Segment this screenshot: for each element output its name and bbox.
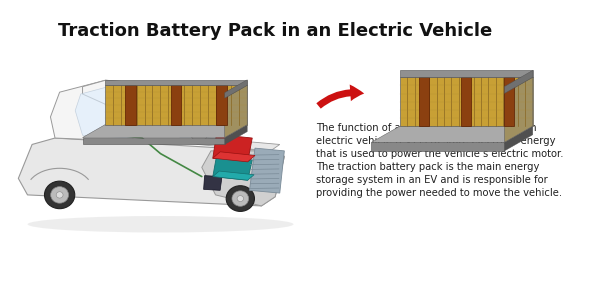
Polygon shape — [225, 80, 247, 98]
FancyArrowPatch shape — [316, 85, 364, 109]
Polygon shape — [250, 148, 284, 193]
Polygon shape — [105, 85, 247, 125]
Polygon shape — [504, 77, 514, 126]
Ellipse shape — [50, 187, 68, 203]
Polygon shape — [202, 151, 284, 206]
Polygon shape — [225, 125, 247, 144]
Text: The traction battery pack is the main energy: The traction battery pack is the main en… — [316, 162, 540, 172]
Polygon shape — [213, 156, 252, 180]
Polygon shape — [75, 87, 142, 138]
Polygon shape — [83, 125, 247, 138]
Polygon shape — [505, 70, 533, 93]
Polygon shape — [197, 138, 280, 151]
Polygon shape — [505, 126, 533, 151]
Polygon shape — [371, 126, 533, 142]
Polygon shape — [171, 85, 181, 125]
Polygon shape — [83, 138, 225, 144]
Polygon shape — [213, 171, 254, 180]
Polygon shape — [83, 80, 229, 117]
Polygon shape — [419, 77, 428, 126]
Text: The function of a traction battery pack in an: The function of a traction battery pack … — [316, 123, 537, 133]
Polygon shape — [461, 77, 471, 126]
Polygon shape — [203, 176, 222, 190]
Polygon shape — [50, 80, 225, 144]
Polygon shape — [400, 77, 533, 126]
Polygon shape — [188, 108, 211, 144]
Ellipse shape — [56, 192, 63, 198]
Polygon shape — [172, 94, 225, 137]
Polygon shape — [216, 85, 227, 125]
Polygon shape — [505, 77, 533, 142]
Text: storage system in an EV and is responsible for: storage system in an EV and is responsib… — [316, 175, 548, 185]
Polygon shape — [400, 70, 533, 77]
Text: providing the power needed to move the vehicle.: providing the power needed to move the v… — [316, 187, 563, 198]
Text: Traction Battery Pack in an Electric Vehicle: Traction Battery Pack in an Electric Veh… — [58, 22, 492, 40]
Polygon shape — [371, 142, 505, 151]
Text: electric vehicle (EV) is to store electrical energy: electric vehicle (EV) is to store electr… — [316, 136, 556, 146]
Polygon shape — [213, 134, 252, 162]
Polygon shape — [125, 85, 136, 125]
Ellipse shape — [226, 186, 254, 211]
Ellipse shape — [232, 191, 248, 206]
Ellipse shape — [44, 181, 75, 209]
Ellipse shape — [237, 196, 244, 202]
Ellipse shape — [28, 216, 293, 233]
Text: that is used to power the vehicle’s electric motor.: that is used to power the vehicle’s elec… — [316, 149, 564, 159]
Polygon shape — [225, 85, 247, 138]
Polygon shape — [19, 138, 284, 206]
Polygon shape — [105, 80, 247, 85]
Polygon shape — [213, 152, 255, 162]
